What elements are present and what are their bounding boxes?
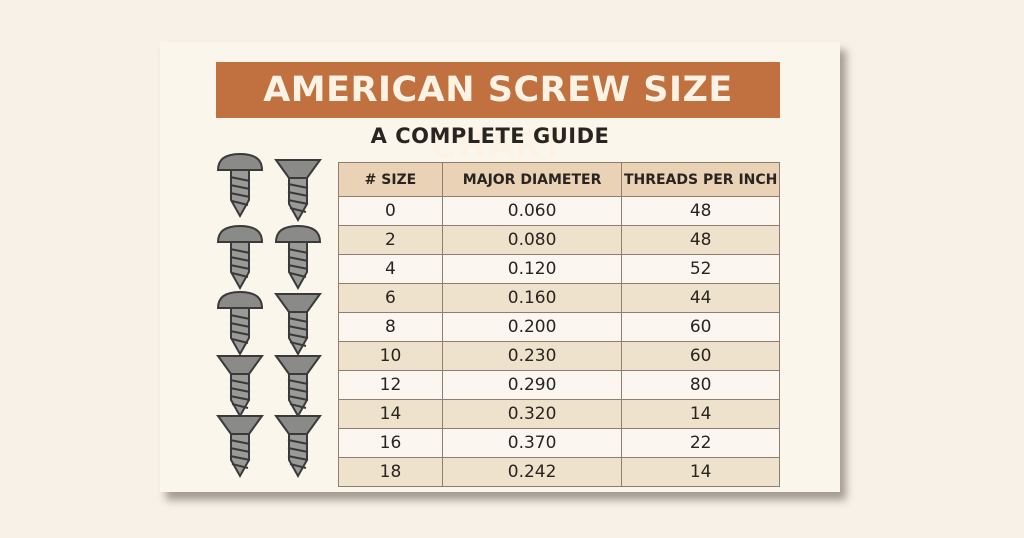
table-cell: 8 xyxy=(338,312,443,342)
header-row: # SIZE MAJOR DIAMETER THREADS PER INCH xyxy=(338,162,780,197)
table-cell: 0.160 xyxy=(441,283,623,313)
table-row: 4 0.120 52 xyxy=(338,254,780,284)
table-cell: 18 xyxy=(338,457,443,487)
table-row: 2 0.080 48 xyxy=(338,225,780,255)
table-cell: 48 xyxy=(621,196,780,226)
table-cell: 6 xyxy=(338,283,443,313)
table-row: 6 0.160 44 xyxy=(338,283,780,313)
column-header: THREADS PER INCH xyxy=(621,162,780,197)
table-row: 12 0.290 80 xyxy=(338,370,780,400)
screw-icon xyxy=(275,415,321,477)
table-cell: 4 xyxy=(338,254,443,284)
table-row: 18 0.242 14 xyxy=(338,457,780,487)
screw-icon xyxy=(217,225,263,289)
table-cell: 12 xyxy=(338,370,443,400)
table-cell: 44 xyxy=(621,283,780,313)
table-cell: 14 xyxy=(621,457,780,487)
table-cell: 60 xyxy=(621,341,780,371)
table-cell: 0.320 xyxy=(441,399,623,429)
table-cell: 0.242 xyxy=(441,457,623,487)
table-cell: 52 xyxy=(621,254,780,284)
table-cell: 14 xyxy=(621,399,780,429)
screw-icon xyxy=(275,159,321,221)
title: AMERICAN SCREW SIZE CHART xyxy=(216,62,780,166)
table-cell: 0 xyxy=(338,196,443,226)
table-cell: 0.290 xyxy=(441,370,623,400)
table-cell: 16 xyxy=(338,428,443,458)
size-table: # SIZE MAJOR DIAMETER THREADS PER INCH 0 0.… xyxy=(338,162,780,487)
table-row: 10 0.230 60 xyxy=(338,341,780,371)
screw-icon xyxy=(217,291,263,355)
screw-icon xyxy=(217,355,263,417)
column-header: # SIZE xyxy=(338,162,443,197)
subtitle: A COMPLETE GUIDE xyxy=(370,124,610,148)
screw-icon xyxy=(275,225,321,289)
table-cell: 0.370 xyxy=(441,428,623,458)
table-cell: 0.230 xyxy=(441,341,623,371)
screw-icon xyxy=(275,293,321,355)
table-cell: 14 xyxy=(338,399,443,429)
screw-icon xyxy=(217,415,263,477)
table-row: 0 0.060 48 xyxy=(338,196,780,226)
table-cell: 60 xyxy=(621,312,780,342)
screw-icon xyxy=(217,153,263,217)
table-cell: 0.060 xyxy=(441,196,623,226)
screw-icons xyxy=(217,153,321,477)
table-row: 14 0.320 14 xyxy=(338,399,780,429)
column-header: MAJOR DIAMETER xyxy=(441,162,623,197)
table-cell: 48 xyxy=(621,225,780,255)
table-cell: 2 xyxy=(338,225,443,255)
table-cell: 80 xyxy=(621,370,780,400)
table-row: 16 0.370 22 xyxy=(338,428,780,458)
table-cell: 0.200 xyxy=(441,312,623,342)
table-cell: 22 xyxy=(621,428,780,458)
screw-icon xyxy=(275,355,321,417)
table-cell: 10 xyxy=(338,341,443,371)
table-row: 8 0.200 60 xyxy=(338,312,780,342)
table-cell: 0.080 xyxy=(441,225,623,255)
table-cell: 0.120 xyxy=(441,254,623,284)
